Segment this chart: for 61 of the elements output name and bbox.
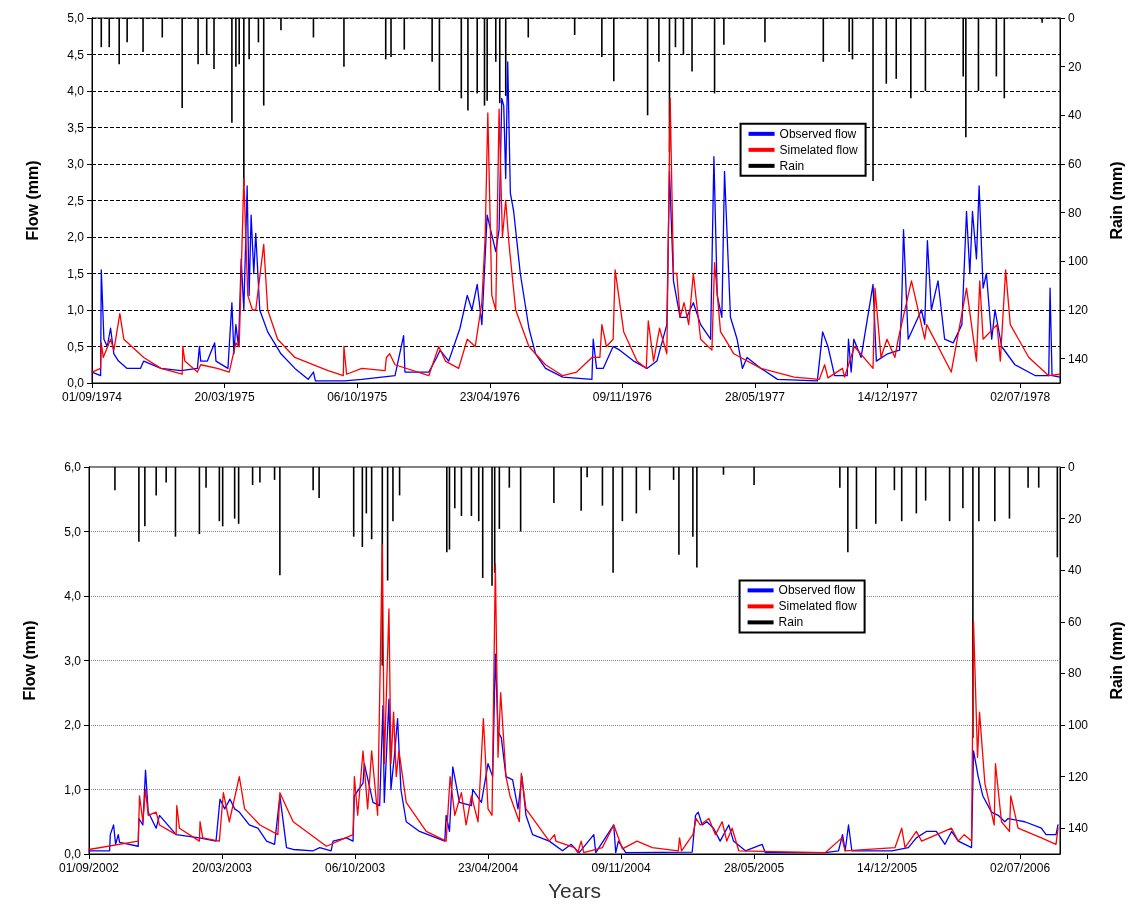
y-axis-title: Flow (mm) — [23, 160, 41, 241]
y-tick-label: 1,0 — [64, 782, 82, 797]
x-tick-label: 23/04/1976 — [459, 390, 521, 404]
y2-tick-label: 120 — [1068, 303, 1089, 317]
x-tick-label: 23/04/2004 — [458, 861, 519, 875]
y-tick-label: 2,0 — [67, 230, 85, 244]
y-tick-label: 4,0 — [67, 84, 85, 98]
y2-tick-label: 20 — [1068, 511, 1082, 526]
y2-tick-label: 60 — [1068, 157, 1082, 171]
y-tick-label: 6,0 — [64, 460, 82, 474]
legend-label: Rain — [778, 615, 804, 630]
x-axis-title: Years — [548, 879, 601, 902]
y-tick-label: 3,0 — [64, 653, 82, 668]
x-tick-label: 02/07/2006 — [990, 861, 1051, 875]
y-axis-title: Flow (mm) — [20, 620, 38, 701]
y2-tick-label: 100 — [1068, 254, 1089, 269]
legend-label: Rain — [779, 158, 805, 173]
x-tick-label: 28/05/1977 — [724, 390, 786, 404]
legend-label: Simelated flow — [779, 142, 858, 157]
x-tick-label: 06/10/1975 — [327, 390, 388, 404]
y-tick-label: 1,5 — [67, 266, 85, 281]
y-tick-label: 5,0 — [67, 11, 85, 25]
y2-tick-label: 140 — [1068, 351, 1089, 366]
x-tick-label: 28/05/2005 — [724, 861, 785, 875]
y-tick-label: 4,0 — [64, 589, 82, 603]
y2-tick-label: 60 — [1068, 614, 1082, 629]
y2-tick-label: 100 — [1068, 718, 1089, 732]
y-tick-label: 3,5 — [67, 120, 85, 135]
y2-tick-label: 80 — [1068, 205, 1082, 220]
legend-label: Simelated flow — [778, 599, 857, 614]
x-tick-label: 06/10/2003 — [325, 861, 386, 875]
x-tick-label: 09/11/1976 — [592, 390, 653, 404]
y-tick-label: 4,5 — [67, 47, 85, 62]
y-tick-label: 3,0 — [67, 157, 85, 171]
y2-tick-label: 0 — [1068, 11, 1075, 25]
y2-tick-label: 20 — [1068, 59, 1082, 74]
y-tick-label: 5,0 — [64, 524, 82, 539]
y-tick-label: 2,5 — [67, 193, 85, 208]
x-tick-label: 20/03/2003 — [191, 861, 253, 875]
y2-tick-label: 140 — [1068, 821, 1089, 836]
y2-tick-label: 120 — [1068, 769, 1089, 784]
x-tick-label: 02/07/1978 — [990, 390, 1051, 404]
x-tick-label: 01/09/1974 — [61, 390, 123, 404]
x-tick-label: 09/11/2004 — [591, 861, 651, 875]
y-tick-label: 0,5 — [67, 339, 85, 354]
x-tick-label: 20/03/1975 — [194, 390, 255, 404]
legend-label: Observed flow — [778, 583, 856, 598]
x-tick-label: 14/12/2005 — [857, 861, 918, 875]
y2-tick-label: 40 — [1068, 563, 1082, 578]
y2-axis-title: Rain (mm) — [1107, 161, 1125, 240]
x-tick-label: 14/12/1977 — [857, 390, 918, 404]
y-tick-label: 0,0 — [67, 376, 85, 390]
y2-tick-label: 40 — [1068, 108, 1082, 123]
legend-label: Observed flow — [779, 126, 857, 141]
y2-tick-label: 80 — [1068, 666, 1082, 681]
y-tick-label: 2,0 — [64, 718, 82, 732]
y2-axis-title: Rain (mm) — [1107, 621, 1125, 700]
y-tick-label: 1,0 — [67, 303, 85, 317]
y2-tick-label: 0 — [1068, 460, 1075, 474]
x-tick-label: 01/09/2002 — [58, 861, 120, 875]
y-tick-label: 0,0 — [64, 847, 82, 861]
